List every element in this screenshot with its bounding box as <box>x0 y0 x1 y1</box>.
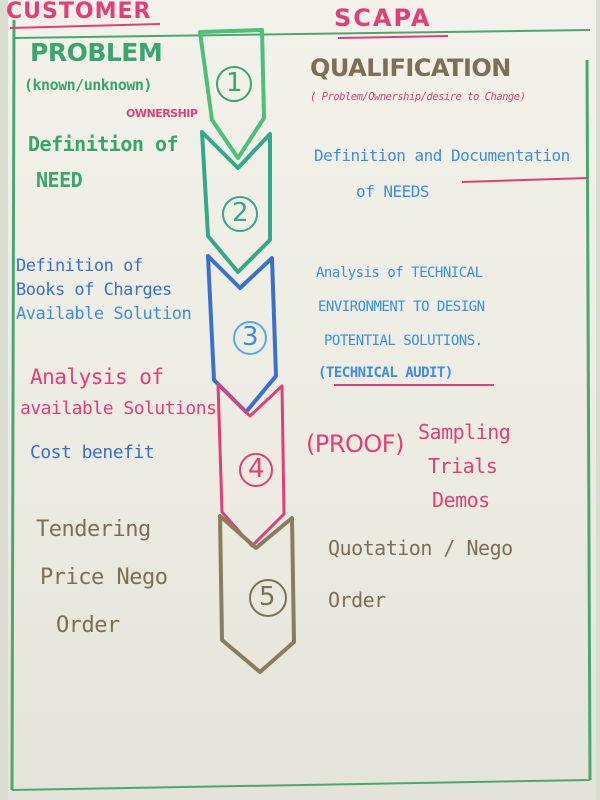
step-1-customer-subtitle: (known/unknown) <box>24 76 152 94</box>
step-5-customer-line-1: Tendering <box>36 517 151 542</box>
customer-column-header: CUSTOMER <box>6 0 152 24</box>
step-3-scapa-line-3: POTENTIAL SOLUTIONS. <box>324 333 483 349</box>
step-5-number: 5 <box>259 582 276 612</box>
step-1-customer-title: PROBLEM <box>30 38 163 67</box>
step-1-circle <box>216 66 252 102</box>
step-5-customer-line-2: Price Nego <box>40 565 168 590</box>
step-1-scapa-detail: ( Problem/Ownership/desire to Change) <box>310 91 526 103</box>
step-4-scapa-sampling: Sampling <box>418 420 511 444</box>
step-3-scapa-line-1: Analysis of TECHNICAL <box>316 265 483 281</box>
step-2-scapa-line-2: of NEEDS <box>356 182 430 201</box>
step-4-scapa-demos: Demos <box>432 488 490 512</box>
customer-underline <box>9 23 161 29</box>
step-4-number: 4 <box>248 454 265 484</box>
step-4-circle <box>239 453 273 487</box>
step-2-customer-line-1: Definition of <box>28 132 179 156</box>
step-4-scapa-proof: (PROOF) <box>306 430 404 458</box>
chevron-step-1 <box>198 28 266 160</box>
chevron-step-5 <box>218 514 296 674</box>
step-5-customer-line-3: Order <box>56 613 120 638</box>
step-4-scapa-trials: Trials <box>428 454 498 478</box>
step-1-number: 1 <box>226 68 243 98</box>
border-top-line <box>13 29 591 39</box>
step-2-circle <box>222 196 258 232</box>
technical-audit-underline <box>334 384 494 386</box>
step-5-scapa-line-1: Quotation / Nego <box>328 536 513 560</box>
step-3-scapa-line-4: (TECHNICAL AUDIT) <box>318 365 453 381</box>
step-5-circle <box>249 579 287 617</box>
chevron-step-2 <box>200 130 272 274</box>
step-2-customer-line-2: NEED <box>36 168 83 192</box>
chevron-step-4 <box>216 382 286 548</box>
chevron-step-3 <box>206 254 278 414</box>
step-5-scapa-line-2: Order <box>328 588 386 612</box>
step-2-scapa-line-1: Definition and Documentation <box>314 146 570 165</box>
step-1-customer-ownership: OWNERSHIP <box>126 107 198 120</box>
step-3-customer-line-2: Books of Charges <box>16 280 172 300</box>
border-right-line <box>585 59 592 781</box>
step-4-customer-line-1: Analysis of <box>30 365 164 389</box>
step-3-customer-line-1: Definition of <box>16 256 143 276</box>
step-3-number: 3 <box>242 322 259 352</box>
step-1-scapa-title: QUALIFICATION <box>310 54 511 82</box>
step-4-customer-line-3: Cost benefit <box>30 442 155 463</box>
step-4-customer-line-2: available Solutions <box>20 398 217 419</box>
step-2-number: 2 <box>232 198 249 228</box>
step-3-circle <box>233 321 267 355</box>
step-3-scapa-line-2: ENVIRONMENT TO DESIGN <box>318 299 485 315</box>
scapa-underline <box>337 35 449 39</box>
border-left-line <box>10 19 16 791</box>
flipchart-paper <box>8 0 596 800</box>
scapa-column-header: SCAPA <box>334 4 432 32</box>
step-3-customer-line-3: Available Solution <box>16 304 192 324</box>
border-bottom-line <box>11 779 591 791</box>
documentation-underline <box>461 177 589 183</box>
